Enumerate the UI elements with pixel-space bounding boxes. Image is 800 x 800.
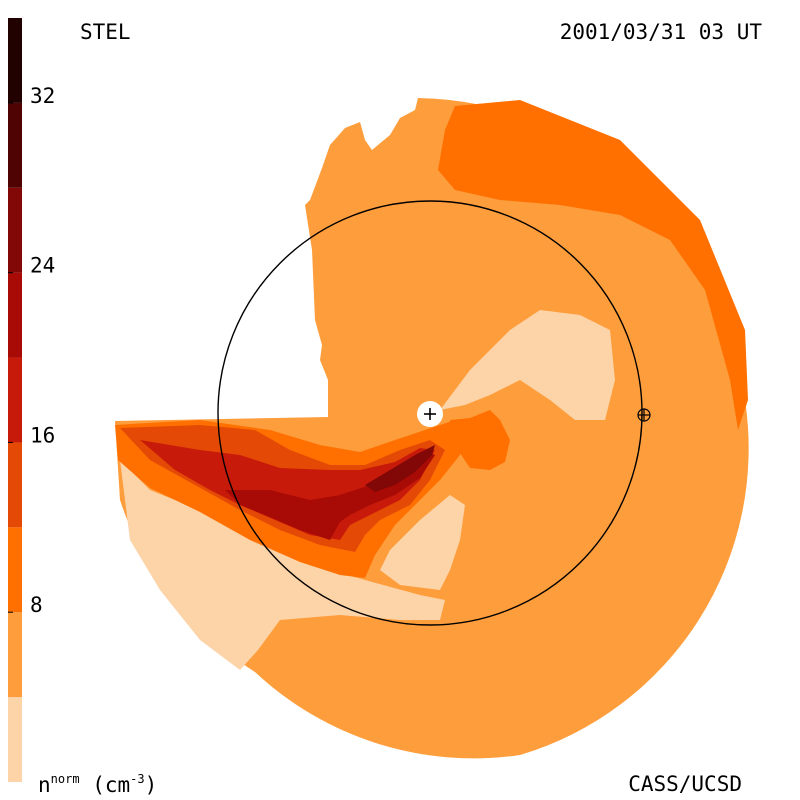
colorbar-title-main: n bbox=[38, 773, 51, 797]
density-field-light-lobe-center bbox=[380, 495, 465, 590]
sun-plus-icon bbox=[417, 401, 443, 427]
colorbar-unit-post: ) bbox=[144, 773, 158, 797]
colorbar-segment-0 bbox=[8, 697, 22, 782]
density-field-light-lobe-right bbox=[440, 310, 615, 420]
timestamp-label: 2001/03/31 03 UT bbox=[559, 20, 762, 44]
density-field-stream-16-20 bbox=[140, 440, 435, 540]
colorbar-segment-7 bbox=[8, 102, 22, 188]
colorbar-segment-4 bbox=[8, 357, 22, 443]
colorbar-segment-3 bbox=[8, 442, 22, 528]
colorbar-segment-6 bbox=[8, 187, 22, 273]
colorbar-tick-label-1: 16 bbox=[30, 423, 55, 447]
colorbar-unit-pre: (cm bbox=[92, 773, 131, 797]
colorbar-segment-1 bbox=[8, 612, 22, 698]
colorbar-unit-sup: -3 bbox=[130, 772, 145, 786]
colorbar-tick-label-3: 32 bbox=[30, 84, 55, 108]
colorbar-segment-5 bbox=[8, 272, 22, 358]
colorbar-tick-label-2: 24 bbox=[30, 254, 55, 278]
colorbar-title: nnorm (cm-3) bbox=[38, 772, 157, 797]
colorbar: 8 16 24 32 bbox=[8, 18, 55, 782]
colorbar-title-sup: norm bbox=[50, 772, 80, 786]
density-field bbox=[115, 98, 749, 759]
density-field-stream-24-28 bbox=[365, 445, 435, 492]
earth-icon bbox=[637, 408, 651, 422]
colorbar-segment-8 bbox=[8, 18, 22, 103]
colorbar-tick-label-0: 8 bbox=[30, 593, 43, 617]
earth-orbit-circle bbox=[217, 200, 643, 626]
density-field-band-upper-right bbox=[438, 100, 748, 430]
instrument-label: STEL bbox=[80, 20, 131, 44]
institution-label: CASS/UCSD bbox=[628, 772, 742, 796]
colorbar-segment-2 bbox=[8, 527, 22, 613]
density-field-blob-near-sun bbox=[450, 410, 510, 470]
density-field-stream-20-24 bbox=[225, 452, 435, 540]
